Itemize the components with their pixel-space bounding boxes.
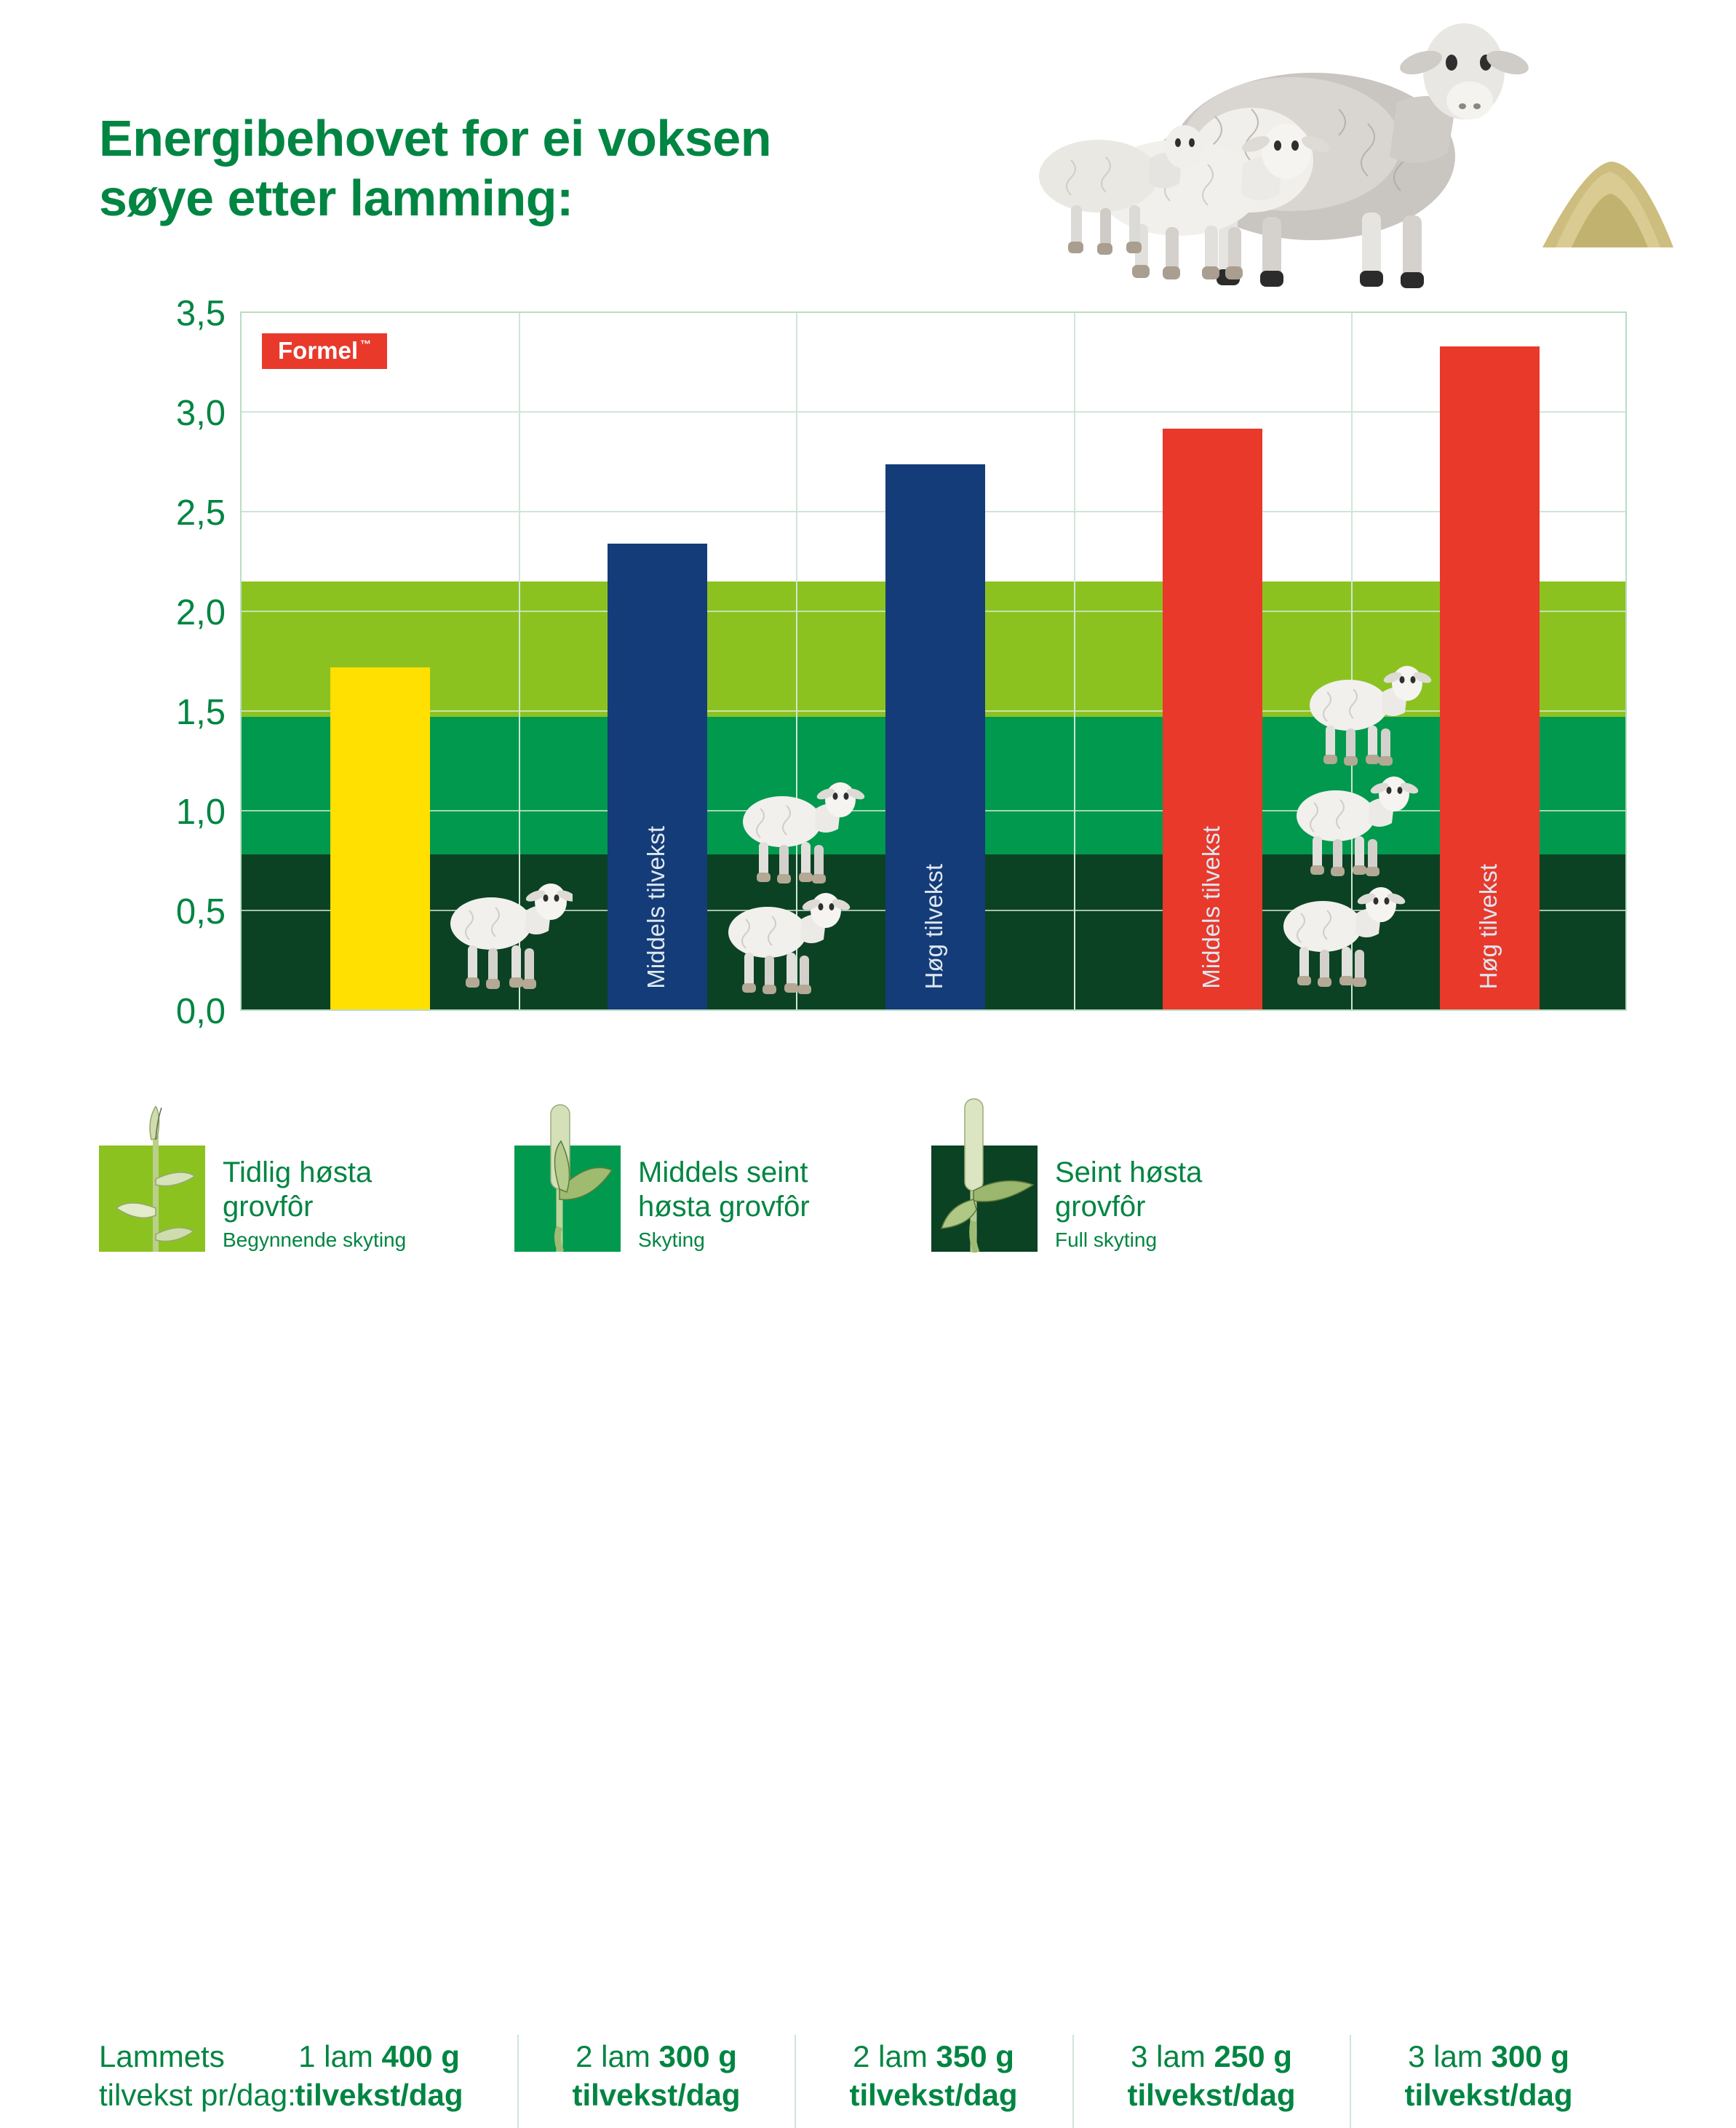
lamb-group-three [1266, 660, 1448, 1002]
x-category-label-4: 3 lam 250 g tilvekst/dag [1072, 2038, 1350, 2114]
formel-logo-text: Formel [278, 337, 359, 364]
category-separator [1074, 313, 1075, 1009]
x-cat-lambs: 2 lam [853, 2039, 936, 2073]
lamb-group-one [434, 878, 577, 1002]
x-cat-per: tilvekst/dag [849, 2077, 1018, 2112]
y-tick-6: 3,0 [175, 394, 226, 433]
y-tick-4: 2,0 [175, 593, 226, 632]
sheep-family-illustration [1033, 15, 1673, 306]
legend-swatch-grass-late-icon [931, 1098, 1038, 1252]
category-separator [1351, 313, 1353, 1009]
trademark-symbol: ™ [360, 338, 372, 351]
bar-3-lam-300g[interactable] [1440, 346, 1540, 1009]
formel-logo-badge: Formel ™ [262, 333, 388, 369]
chart-plot-area: Formel ™ Middels tilvekst Høg tilvekst M… [240, 311, 1627, 1011]
x-cat-gain: 400 g [381, 2039, 460, 2073]
x-cat-lambs: 1 lam [298, 2039, 382, 2073]
x-category-label-3: 2 lam 350 g tilvekst/dag [795, 2038, 1072, 2114]
legend: Tidlig høsta grovfôr Begynnende skyting … [99, 1098, 1336, 1277]
x-category-label-5: 3 lam 300 g tilvekst/dag [1350, 2038, 1628, 2114]
legend-swatch-grass-mid-icon [514, 1104, 621, 1252]
x-category-label-1: 1 lam 400 g tilvekst/dag [240, 2038, 518, 2114]
legend-item-tidlig-hosta: Tidlig høsta grovfôr Begynnende skyting [99, 1106, 407, 1252]
x-cat-gain: 300 g [1491, 2039, 1569, 2073]
page-title: Energibehovet for ei voksen søye etter l… [99, 110, 771, 226]
x-cat-per: tilvekst/dag [572, 2077, 741, 2112]
lamb-group-two [711, 777, 885, 1002]
bar-annotation-middels-tilvekst: Middels tilvekst [642, 826, 669, 989]
lamb-icon [1039, 125, 1204, 255]
x-category-label-2: 2 lam 300 g tilvekst/dag [517, 2038, 795, 2114]
legend-title: Tidlig høsta grovfôr [223, 1156, 373, 1223]
x-cat-per: tilvekst/dag [1127, 2077, 1296, 2112]
x-cat-per: tilvekst/dag [1404, 2077, 1573, 2112]
x-cat-lambs: 3 lam [1408, 2039, 1492, 2073]
grain-pile-icon [1542, 162, 1673, 247]
x-cat-lambs: 3 lam [1131, 2039, 1214, 2073]
x-cat-per: tilvekst/dag [295, 2077, 463, 2112]
bar-annotation-hog-tilvekst: Høg tilvekst [1475, 863, 1502, 989]
bar-1-lam-400g[interactable] [330, 667, 430, 1009]
x-cat-gain: 250 g [1214, 2039, 1292, 2073]
y-tick-5: 2,5 [175, 493, 226, 533]
legend-title: Middels seint høsta grovfôr [638, 1156, 810, 1223]
x-axis: Lammets tilvekst pr/dag: 1 lam 400 g til… [0, 1017, 1736, 2128]
category-separator [796, 313, 797, 1009]
legend-subtitle: Full skyting [1055, 1228, 1158, 1252]
y-tick-1: 0,5 [175, 892, 226, 932]
legend-subtitle: Begynnende skyting [223, 1228, 407, 1252]
gridline-3-0 [242, 411, 1625, 413]
bar-2-lam-300g[interactable] [608, 544, 707, 1009]
legend-item-middels-seint: Middels seint høsta grovfôr Skyting [514, 1104, 810, 1252]
x-cat-gain: 350 g [936, 2039, 1014, 2073]
y-tick-3: 1,5 [175, 693, 226, 732]
legend-title: Seint høsta grovfôr [1055, 1156, 1203, 1223]
bar-2-lam-350g[interactable] [885, 464, 985, 1009]
x-cat-lambs: 2 lam [576, 2039, 659, 2073]
bar-annotation-middels-tilvekst: Middels tilvekst [1198, 826, 1225, 989]
category-separator [519, 313, 520, 1009]
bar-annotation-hog-tilvekst: Høg tilvekst [920, 863, 947, 989]
bar-3-lam-250g[interactable] [1163, 429, 1262, 1009]
legend-subtitle: Skyting [638, 1228, 705, 1252]
y-tick-0: 0,0 [175, 992, 226, 1031]
legend-item-seint-hosta: Seint høsta grovfôr Full skyting [931, 1098, 1203, 1252]
y-tick-7: 3,5 [175, 294, 226, 333]
y-tick-2: 1,0 [175, 793, 226, 832]
x-cat-gain: 300 g [658, 2039, 737, 2073]
legend-swatch-grass-early-icon [99, 1106, 205, 1252]
